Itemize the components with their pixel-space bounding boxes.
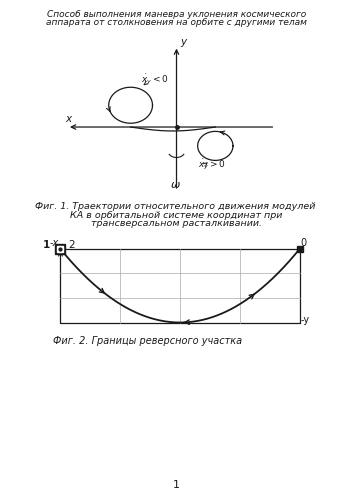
Text: y: y xyxy=(180,37,186,47)
Text: $\omega$: $\omega$ xyxy=(170,180,181,190)
Text: Способ выполнения маневра уклонения космического: Способ выполнения маневра уклонения косм… xyxy=(47,10,306,19)
Text: Фиг. 1. Траектории относительного движения модулей: Фиг. 1. Траектории относительного движен… xyxy=(35,202,316,211)
Text: 0: 0 xyxy=(301,239,307,249)
Text: 2: 2 xyxy=(68,240,75,250)
Text: 1: 1 xyxy=(43,240,50,250)
Text: трансверсальном расталкивании.: трансверсальном расталкивании. xyxy=(91,219,262,228)
Text: Фиг. 2. Границы реверсного участка: Фиг. 2. Границы реверсного участка xyxy=(53,336,242,346)
Text: $\dot{x}_y>0$: $\dot{x}_y>0$ xyxy=(198,158,226,172)
Text: аппарата от столкновения на орбите с другими телам: аппарата от столкновения на орбите с дру… xyxy=(46,18,307,27)
Text: x: x xyxy=(65,114,71,124)
Text: $\dot{x}_y<0$: $\dot{x}_y<0$ xyxy=(141,73,169,87)
Text: -y: -y xyxy=(301,315,310,325)
Text: -x: -x xyxy=(50,239,59,249)
Text: КА в орбитальной системе координат при: КА в орбитальной системе координат при xyxy=(70,211,283,220)
Text: 1: 1 xyxy=(173,480,180,490)
